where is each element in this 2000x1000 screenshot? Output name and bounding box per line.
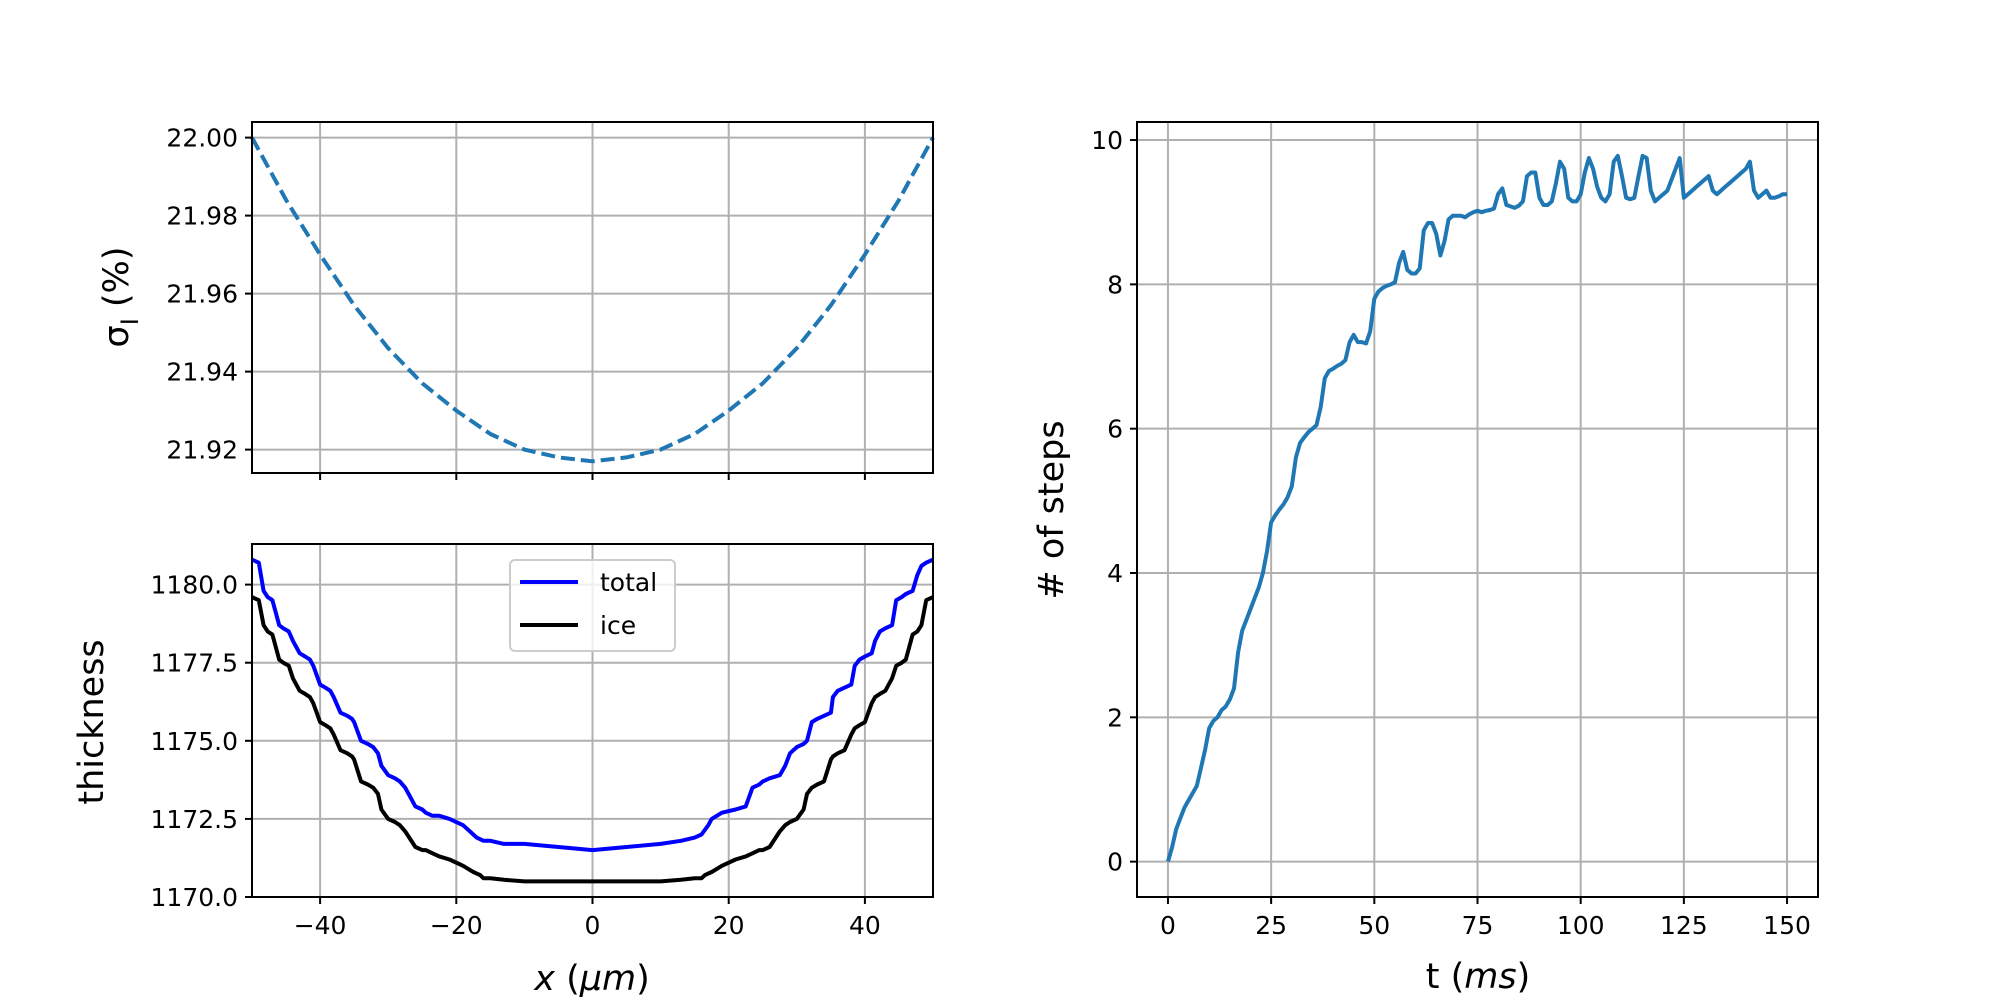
thickness-x-axis-label: x (μm): [533, 959, 650, 999]
steps-x-tick-label: 0: [1160, 911, 1176, 940]
sigma-series-sigma_I-line: [250, 136, 935, 464]
thickness-ticks: −40 −20 0 20 40 1170.0 1172.5 1175.0 1177.5 1180.…: [151, 571, 881, 940]
thickness-legend: total ice: [509, 559, 676, 652]
sigma-y-tick-label: 21.94: [166, 358, 238, 387]
thickness-y-tick-label: 1177.5: [151, 649, 238, 678]
steps-axes-frame: [1136, 121, 1819, 898]
thickness-x-tick-label: −20: [430, 911, 483, 940]
steps-x-tick-label: 100: [1557, 911, 1605, 940]
steps-series-steps-line: [1166, 153, 1787, 863]
sigma-panel: 21.92 21.94 21.96 21.98 22.00 σI (%): [97, 121, 935, 480]
thickness-series-ice-line: [251, 595, 934, 884]
sigma-ticks: 21.92 21.94 21.96 21.98 22.00: [166, 124, 866, 480]
sigma-y-tick-label: 22.00: [166, 124, 238, 153]
thickness-x-tick-label: −40: [294, 911, 347, 940]
steps-y-tick-label: 4: [1107, 559, 1123, 588]
steps-y-tick-label: 2: [1107, 703, 1123, 732]
steps-ticks: 0 25 50 75 100 125 150 0 2 4 6 8 10: [1091, 126, 1811, 940]
steps-y-tick-label: 10: [1091, 126, 1123, 155]
thickness-y-axis-label: thickness: [72, 639, 112, 804]
steps-y-tick-label: 6: [1107, 415, 1123, 444]
thickness-axes-frame: [251, 543, 934, 898]
thickness-y-tick-label: 1175.0: [151, 727, 238, 756]
steps-panel: 0 25 50 75 100 125 150 0 2 4 6 8 10 # of steps t (ms…: [1032, 121, 1819, 997]
steps-x-tick-label: 150: [1763, 911, 1811, 940]
sigma-grid: [252, 122, 933, 473]
steps-x-tick-label: 50: [1358, 911, 1390, 940]
thickness-series-total-line: [251, 557, 934, 853]
steps-x-tick-label: 125: [1660, 911, 1708, 940]
thickness-x-tick-label: 20: [713, 911, 745, 940]
thickness-x-tick-label: 40: [849, 911, 881, 940]
legend-total-label: total: [600, 568, 657, 597]
steps-grid: [1137, 122, 1818, 897]
steps-x-axis-label: t (ms): [1426, 957, 1531, 997]
thickness-y-tick-label: 1180.0: [151, 571, 238, 600]
steps-y-axis-label: # of steps: [1032, 420, 1072, 599]
steps-y-tick-label: 0: [1107, 848, 1123, 877]
sigma-y-tick-label: 21.92: [166, 436, 238, 465]
steps-lines: [1166, 153, 1787, 863]
sigma-y-axis-label: σI (%): [97, 247, 144, 348]
steps-x-tick-label: 25: [1255, 911, 1287, 940]
thickness-panel: −40 −20 0 20 40 1170.0 1172.5 1175.0 1177.5 1180.…: [72, 543, 934, 999]
thickness-y-tick-label: 1170.0: [151, 883, 238, 912]
sigma-y-tick-label: 21.98: [166, 202, 238, 231]
legend-ice-label: ice: [600, 611, 636, 640]
sigma-lines: [250, 136, 935, 464]
sigma-y-tick-label: 21.96: [166, 280, 238, 309]
thickness-lines: [251, 557, 934, 884]
steps-y-tick-label: 8: [1107, 270, 1123, 299]
thickness-y-tick-label: 1172.5: [151, 805, 238, 834]
thickness-x-tick-label: 0: [585, 911, 601, 940]
steps-x-tick-label: 75: [1462, 911, 1494, 940]
sigma-axes-frame: [251, 121, 934, 474]
